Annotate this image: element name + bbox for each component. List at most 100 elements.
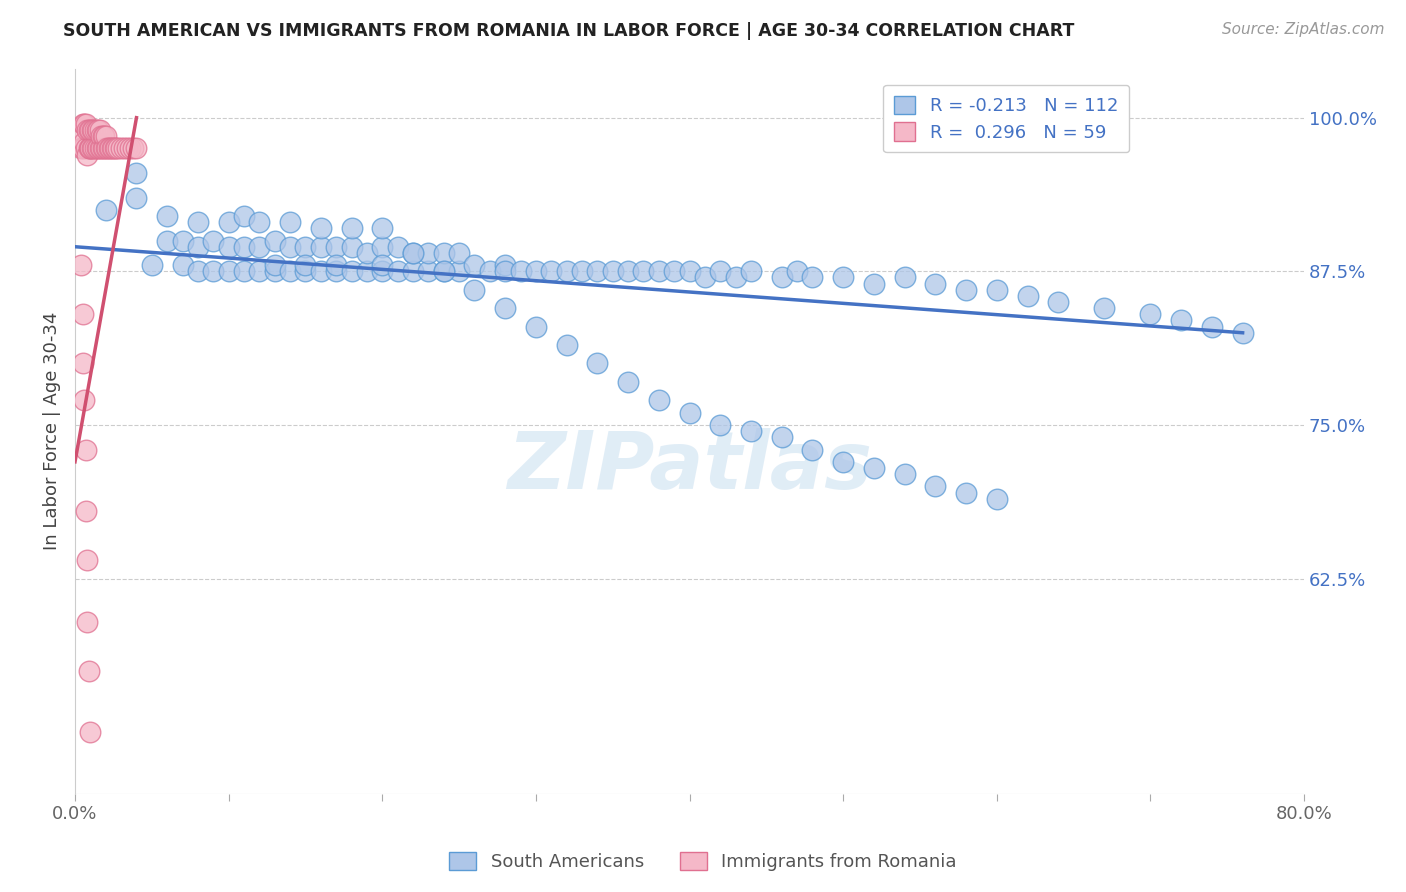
Point xyxy=(402,245,425,260)
Point xyxy=(91,141,114,155)
Point xyxy=(94,202,117,217)
Point xyxy=(104,141,127,155)
Point xyxy=(955,283,977,297)
Point xyxy=(94,141,117,155)
Point xyxy=(418,245,440,260)
Point xyxy=(79,141,101,155)
Point xyxy=(101,141,124,155)
Point xyxy=(73,135,96,149)
Point xyxy=(70,141,93,155)
Point xyxy=(449,245,471,260)
Point xyxy=(449,264,471,278)
Point xyxy=(693,270,716,285)
Point xyxy=(187,215,209,229)
Point xyxy=(524,319,547,334)
Point xyxy=(371,221,394,235)
Point xyxy=(86,123,108,137)
Point xyxy=(80,141,103,155)
Point xyxy=(97,141,120,155)
Point xyxy=(77,141,100,155)
Point xyxy=(90,129,112,144)
Point xyxy=(90,141,112,155)
Point xyxy=(79,725,101,739)
Point xyxy=(94,129,117,144)
Point xyxy=(82,123,104,137)
Text: SOUTH AMERICAN VS IMMIGRANTS FROM ROMANIA IN LABOR FORCE | AGE 30-34 CORRELATION: SOUTH AMERICAN VS IMMIGRANTS FROM ROMANI… xyxy=(63,22,1074,40)
Point xyxy=(494,264,516,278)
Point xyxy=(70,258,93,272)
Point xyxy=(494,301,516,316)
Point xyxy=(72,307,94,321)
Point xyxy=(76,615,98,629)
Point xyxy=(555,338,578,352)
Point xyxy=(87,141,110,155)
Point xyxy=(79,123,101,137)
Point xyxy=(524,264,547,278)
Point xyxy=(555,264,578,278)
Point xyxy=(863,277,886,291)
Point xyxy=(125,141,148,155)
Legend: South Americans, Immigrants from Romania: South Americans, Immigrants from Romania xyxy=(441,845,965,879)
Point xyxy=(77,123,100,137)
Point xyxy=(633,264,655,278)
Point xyxy=(617,264,640,278)
Text: Source: ZipAtlas.com: Source: ZipAtlas.com xyxy=(1222,22,1385,37)
Point xyxy=(263,264,285,278)
Point xyxy=(340,264,363,278)
Point xyxy=(832,455,855,469)
Point xyxy=(98,141,121,155)
Point xyxy=(187,240,209,254)
Point xyxy=(1017,289,1039,303)
Point xyxy=(709,264,731,278)
Point xyxy=(187,264,209,278)
Point xyxy=(478,264,501,278)
Point xyxy=(418,264,440,278)
Point xyxy=(75,117,97,131)
Point xyxy=(202,234,225,248)
Point xyxy=(278,215,301,229)
Point xyxy=(586,264,609,278)
Point xyxy=(571,264,593,278)
Point xyxy=(801,442,824,457)
Point xyxy=(740,424,762,438)
Point xyxy=(233,264,256,278)
Point xyxy=(125,190,148,204)
Point xyxy=(93,141,115,155)
Point xyxy=(801,270,824,285)
Point xyxy=(356,264,378,278)
Point xyxy=(76,123,98,137)
Point xyxy=(924,277,946,291)
Point xyxy=(247,264,270,278)
Point xyxy=(278,264,301,278)
Point xyxy=(325,264,347,278)
Point xyxy=(709,417,731,432)
Point xyxy=(402,264,425,278)
Point xyxy=(433,245,456,260)
Point xyxy=(156,209,179,223)
Point xyxy=(156,234,179,248)
Point xyxy=(75,442,97,457)
Point xyxy=(986,491,1008,506)
Point xyxy=(786,264,808,278)
Point xyxy=(509,264,531,278)
Point xyxy=(105,141,128,155)
Point xyxy=(648,264,671,278)
Point xyxy=(387,264,409,278)
Point xyxy=(1232,326,1254,340)
Point xyxy=(463,283,485,297)
Point xyxy=(263,234,285,248)
Point xyxy=(1170,313,1192,327)
Point xyxy=(233,240,256,254)
Point xyxy=(93,129,115,144)
Point xyxy=(1139,307,1161,321)
Point xyxy=(371,240,394,254)
Point xyxy=(96,141,118,155)
Point xyxy=(863,461,886,475)
Point xyxy=(294,264,316,278)
Point xyxy=(82,141,104,155)
Point xyxy=(770,270,793,285)
Point xyxy=(340,240,363,254)
Point xyxy=(494,258,516,272)
Point xyxy=(91,129,114,144)
Point xyxy=(117,141,139,155)
